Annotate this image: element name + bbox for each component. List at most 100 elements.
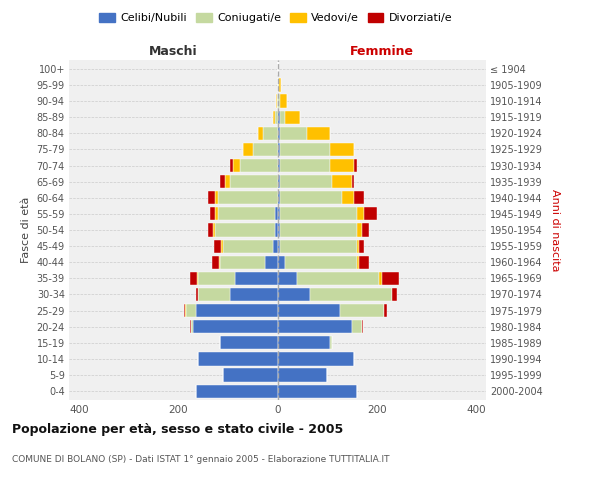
Bar — [277, 336, 329, 349]
Bar — [213, 224, 215, 236]
Bar — [280, 143, 329, 156]
Bar — [285, 256, 357, 269]
Bar — [277, 94, 280, 108]
Bar — [357, 224, 362, 236]
Bar — [277, 272, 298, 285]
Bar — [215, 224, 275, 236]
Bar — [279, 78, 281, 92]
Bar — [275, 94, 277, 108]
Bar — [221, 240, 223, 252]
Bar — [214, 240, 221, 252]
Bar — [197, 272, 198, 285]
Y-axis label: Anni di nascita: Anni di nascita — [550, 188, 560, 271]
Text: Popolazione per età, sesso e stato civile - 2005: Popolazione per età, sesso e stato civil… — [12, 422, 343, 436]
Bar — [280, 126, 307, 140]
Bar — [352, 175, 355, 188]
Bar — [392, 288, 397, 301]
Bar — [263, 126, 277, 140]
Bar — [230, 159, 233, 172]
Bar — [277, 78, 279, 92]
Bar — [277, 143, 280, 156]
Bar — [329, 336, 332, 349]
Bar — [243, 143, 253, 156]
Bar — [218, 191, 277, 204]
Bar — [277, 175, 280, 188]
Legend: Celibi/Nubili, Coniugati/e, Vedovi/e, Divorziati/e: Celibi/Nubili, Coniugati/e, Vedovi/e, Di… — [95, 8, 457, 28]
Bar — [196, 304, 277, 317]
Bar — [340, 304, 384, 317]
Bar — [275, 208, 277, 220]
Bar — [277, 352, 355, 366]
Bar — [277, 320, 352, 334]
Bar — [277, 240, 280, 252]
Bar — [277, 224, 280, 236]
Bar — [230, 175, 277, 188]
Bar — [223, 240, 272, 252]
Bar — [357, 240, 359, 252]
Bar — [364, 208, 377, 220]
Bar — [230, 288, 277, 301]
Bar — [215, 191, 218, 204]
Bar — [198, 352, 277, 366]
Bar — [193, 320, 277, 334]
Bar — [277, 159, 280, 172]
Bar — [332, 175, 352, 188]
Bar — [307, 126, 329, 140]
Bar — [196, 384, 277, 398]
Bar — [379, 272, 382, 285]
Bar — [277, 304, 340, 317]
Bar — [190, 320, 191, 334]
Bar — [277, 126, 280, 140]
Bar — [355, 159, 357, 172]
Bar — [277, 368, 327, 382]
Bar — [233, 159, 240, 172]
Bar — [357, 256, 359, 269]
Bar — [215, 208, 218, 220]
Bar — [208, 191, 215, 204]
Bar — [277, 384, 357, 398]
Bar — [285, 110, 300, 124]
Bar — [280, 159, 329, 172]
Bar — [329, 143, 355, 156]
Bar — [359, 256, 370, 269]
Bar — [272, 240, 277, 252]
Bar — [253, 143, 277, 156]
Bar — [362, 320, 363, 334]
Bar — [384, 304, 387, 317]
Y-axis label: Fasce di età: Fasce di età — [21, 197, 31, 263]
Bar — [235, 272, 277, 285]
Bar — [357, 208, 364, 220]
Bar — [211, 208, 215, 220]
Bar — [272, 110, 275, 124]
Bar — [310, 288, 392, 301]
Bar — [185, 304, 196, 317]
Bar — [355, 191, 364, 204]
Bar — [220, 256, 265, 269]
Bar — [352, 320, 362, 334]
Bar — [198, 288, 230, 301]
Bar — [277, 110, 280, 124]
Bar — [275, 224, 277, 236]
Bar — [184, 304, 185, 317]
Bar — [280, 94, 287, 108]
Bar — [342, 191, 355, 204]
Bar — [208, 224, 213, 236]
Bar — [280, 224, 357, 236]
Bar — [191, 320, 193, 334]
Bar — [280, 240, 357, 252]
Bar — [218, 208, 275, 220]
Text: Maschi: Maschi — [149, 44, 197, 58]
Bar — [196, 288, 198, 301]
Bar — [223, 368, 277, 382]
Bar — [277, 191, 280, 204]
Text: Femmine: Femmine — [350, 44, 414, 58]
Bar — [359, 240, 364, 252]
Bar — [212, 256, 220, 269]
Bar — [240, 159, 277, 172]
Bar — [280, 110, 285, 124]
Bar — [362, 224, 370, 236]
Bar — [280, 175, 332, 188]
Bar — [382, 272, 399, 285]
Text: COMUNE DI BOLANO (SP) - Dati ISTAT 1° gennaio 2005 - Elaborazione TUTTITALIA.IT: COMUNE DI BOLANO (SP) - Dati ISTAT 1° ge… — [12, 455, 389, 464]
Bar — [198, 272, 235, 285]
